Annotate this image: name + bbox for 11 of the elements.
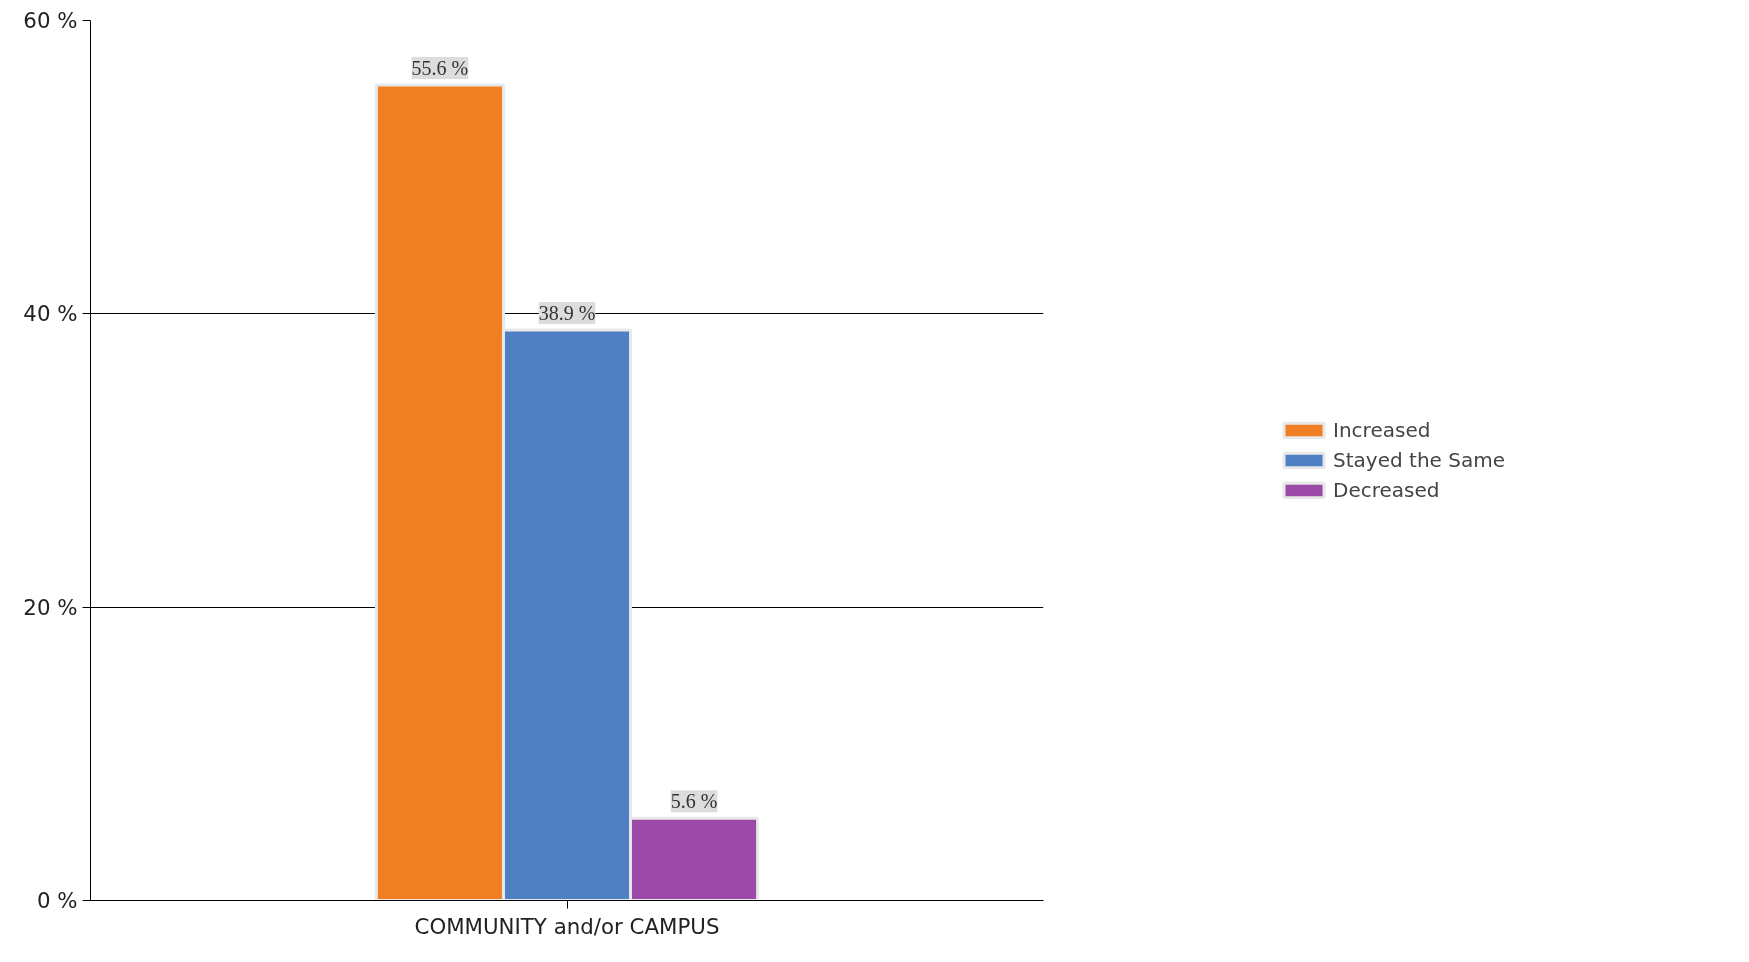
legend-label: Increased [1333, 418, 1431, 442]
legend-label: Decreased [1333, 478, 1440, 502]
data-label: 55.6 % [411, 57, 469, 80]
y-tick-label: 20 % [23, 594, 78, 620]
data-label: 38.9 % [538, 301, 596, 324]
x-tick-label: COMMUNITY and/or CAMPUS [414, 913, 720, 939]
data-label: 5.6 % [670, 790, 718, 813]
y-tick-label: 60 % [23, 8, 78, 33]
legend-label: Stayed the Same [1333, 448, 1505, 472]
y-tick-label: 0 % [36, 888, 78, 913]
y-tick-label: 40 % [23, 301, 78, 327]
